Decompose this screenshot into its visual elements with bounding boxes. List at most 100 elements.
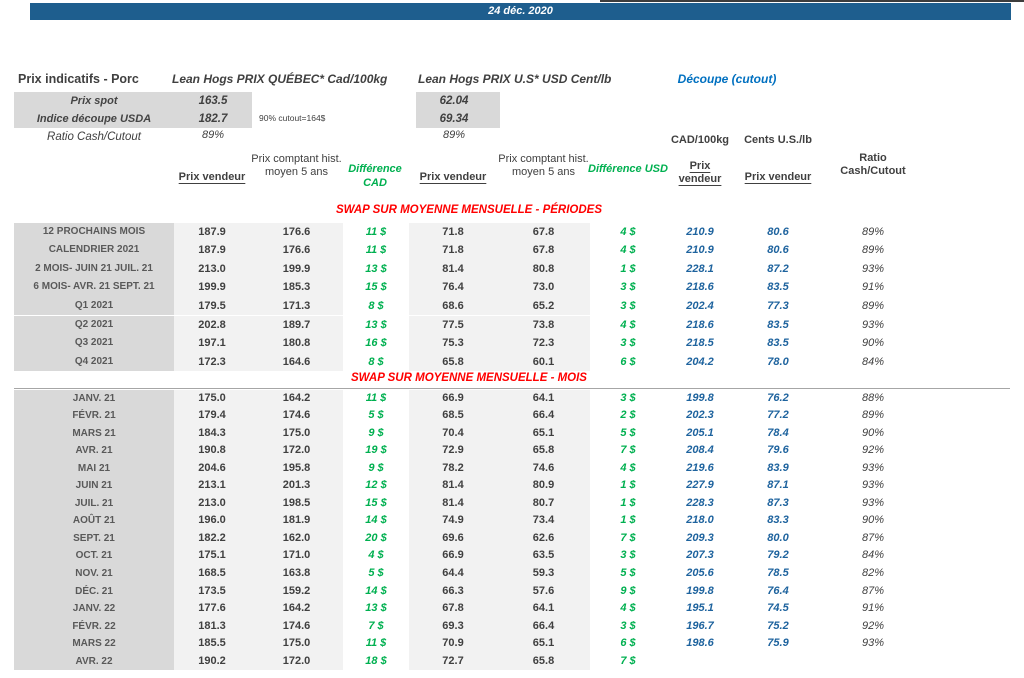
cell-cutout-cad: 208.4 — [686, 444, 714, 457]
quebec-price-title: Lean Hogs PRIX QUÉBEC* Cad/100kg — [172, 72, 388, 86]
cell-difference-usd: 3 $ — [620, 337, 636, 350]
cell-row-label: FÉVR. 22 — [14, 617, 174, 636]
cell-qc-prix-vendeur: 213.1 — [174, 477, 250, 495]
cell-qc-hist-moyen: 162.0 — [250, 529, 343, 548]
cell-qc-prix-vendeur: 187.9 — [174, 222, 250, 242]
cell-difference-usd: 4 $ — [620, 318, 636, 331]
quebec-ratio-value: 89% — [201, 129, 225, 141]
cell-us-hist-moyen: 59.3 — [497, 565, 590, 583]
cell-difference-cad: 5 $ — [368, 409, 384, 422]
cell-us-hist-moyen: 60.1 — [497, 352, 590, 372]
cell-qc-prix-vendeur: 213.0 — [174, 259, 250, 279]
quebec-spot-value: 163.5 — [198, 95, 228, 107]
cell-cutout-cents: 77.3 — [767, 299, 789, 312]
cell-us-prix-vendeur: 69.3 — [409, 617, 497, 636]
cell-us-hist-moyen: 66.4 — [497, 407, 590, 425]
cell-row-label: MARS 21 — [14, 424, 174, 443]
cell-difference-usd: 4 $ — [620, 461, 636, 474]
cell-ratio-cash-cutout: 91% — [861, 281, 885, 294]
us-price-title: Lean Hogs PRIX U.S* USD Cent/lb — [418, 72, 612, 86]
cell-us-hist-moyen: 80.9 — [497, 477, 590, 495]
cell-us-hist-moyen: 73.4 — [497, 512, 590, 530]
cell-cutout-cad: 204.2 — [686, 355, 714, 368]
cell-qc-prix-vendeur: 204.6 — [174, 459, 250, 478]
cell-cutout-cents: 80.0 — [767, 531, 789, 544]
cell-difference-usd: 4 $ — [620, 602, 636, 615]
cell-us-hist-moyen: 67.8 — [497, 241, 590, 260]
cell-us-prix-vendeur: 68.5 — [409, 407, 497, 425]
cell-qc-prix-vendeur: 184.3 — [174, 424, 250, 443]
cell-row-label: AVR. 21 — [14, 442, 174, 460]
cell-row-label: JUIN 21 — [14, 477, 174, 495]
cell-us-prix-vendeur: 66.3 — [409, 582, 497, 601]
cell-us-prix-vendeur: 72.7 — [409, 652, 497, 671]
cad-unit-header: CAD/100kg — [670, 134, 730, 146]
cell-qc-hist-moyen: 198.5 — [250, 494, 343, 513]
cell-qc-prix-vendeur: 202.8 — [174, 315, 250, 335]
cell-us-hist-moyen: 80.7 — [497, 494, 590, 513]
cell-difference-cad: 14 $ — [365, 584, 387, 597]
cell-difference-cad: 13 $ — [365, 262, 387, 275]
quebec-spot-box — [14, 92, 252, 128]
cell-cutout-cents: 75.9 — [767, 637, 789, 650]
cell-difference-usd: 3 $ — [620, 619, 636, 632]
cell-cutout-cents: 78.0 — [767, 355, 789, 368]
cell-cutout-cents: 83.9 — [767, 461, 789, 474]
cell-us-prix-vendeur: 67.8 — [409, 600, 497, 618]
cell-cutout-cents: 75.2 — [767, 619, 789, 632]
cell-us-prix-vendeur: 68.6 — [409, 296, 497, 316]
cell-cutout-cad: 218.0 — [686, 514, 714, 527]
cell-ratio-cash-cutout: 90% — [861, 514, 885, 527]
cell-cutout-cents: 74.5 — [767, 602, 789, 615]
cell-difference-usd: 1 $ — [620, 262, 636, 275]
cell-us-prix-vendeur: 74.9 — [409, 512, 497, 530]
cell-difference-usd: 7 $ — [620, 531, 636, 544]
cell-difference-cad: 14 $ — [365, 514, 387, 527]
cell-row-label: Q1 2021 — [14, 296, 174, 316]
cell-us-hist-moyen: 65.8 — [497, 652, 590, 671]
cell-cutout-cad: 198.6 — [686, 637, 714, 650]
section-title: SWAP SUR MOYENNE MENSUELLE - PÉRIODES — [335, 204, 603, 216]
cell-us-prix-vendeur: 65.8 — [409, 352, 497, 372]
cell-qc-prix-vendeur: 190.2 — [174, 652, 250, 671]
cell-qc-prix-vendeur: 197.1 — [174, 334, 250, 353]
diff-usd-header: Différence USD — [588, 163, 668, 175]
mois-section-divider — [14, 388, 1010, 389]
cell-cutout-cad: 218.5 — [686, 337, 714, 350]
cell-ratio-cash-cutout: 90% — [861, 337, 885, 350]
cutout-cents-prix-vendeur-header: Prix vendeur — [744, 171, 812, 183]
cell-qc-hist-moyen: 189.7 — [250, 315, 343, 335]
top-border-line — [600, 0, 1024, 2]
cell-row-label: Q2 2021 — [14, 315, 174, 335]
cell-qc-prix-vendeur: 185.5 — [174, 635, 250, 653]
cell-difference-cad: 11 $ — [365, 637, 387, 650]
cell-difference-cad: 13 $ — [365, 602, 387, 615]
cell-row-label: SEPT. 21 — [14, 529, 174, 548]
cell-us-hist-moyen: 65.1 — [497, 424, 590, 443]
cell-qc-hist-moyen: 171.3 — [250, 296, 343, 316]
cell-us-hist-moyen: 65.1 — [497, 635, 590, 653]
cell-ratio-cash-cutout: 89% — [861, 299, 885, 312]
cell-difference-cad: 9 $ — [368, 426, 384, 439]
cell-row-label: AVR. 22 — [14, 652, 174, 671]
cell-difference-usd: 1 $ — [620, 496, 636, 509]
cell-ratio-cash-cutout: 93% — [861, 461, 885, 474]
cell-us-prix-vendeur: 71.8 — [409, 222, 497, 242]
cell-difference-usd: 6 $ — [620, 355, 636, 368]
cell-qc-hist-moyen: 164.2 — [250, 389, 343, 408]
cell-row-label: 6 MOIS- AVR. 21 SEPT. 21 — [14, 278, 174, 297]
cell-qc-prix-vendeur: 196.0 — [174, 512, 250, 530]
page-title: Prix indicatifs - Porc — [18, 72, 139, 86]
cell-us-prix-vendeur: 71.8 — [409, 241, 497, 260]
cell-difference-cad: 11 $ — [365, 225, 387, 238]
cell-difference-usd: 3 $ — [620, 391, 636, 404]
cell-qc-prix-vendeur: 182.2 — [174, 529, 250, 548]
cell-us-hist-moyen: 74.6 — [497, 459, 590, 478]
cutout-title: Découpe (cutout) — [677, 72, 777, 86]
cell-cutout-cad: 205.1 — [686, 426, 714, 439]
cell-qc-hist-moyen: 176.6 — [250, 241, 343, 260]
cell-cutout-cents: 80.6 — [767, 225, 789, 238]
cutout-cad-prix-vendeur-header: Prix vendeur — [678, 160, 722, 185]
cell-us-hist-moyen: 64.1 — [497, 389, 590, 408]
cell-qc-hist-moyen: 176.6 — [250, 222, 343, 242]
